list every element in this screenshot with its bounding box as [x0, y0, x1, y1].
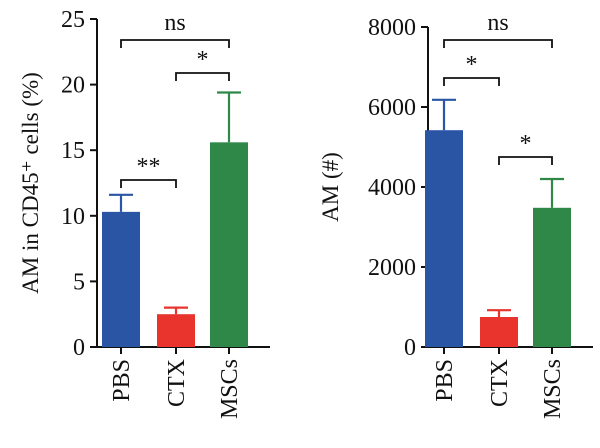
- bar-pbs: [102, 211, 140, 347]
- x-tick-label: CTX: [487, 359, 513, 407]
- y-tick-label: 10: [61, 204, 85, 230]
- significance-label: *: [466, 52, 478, 78]
- x-tick-label: PBS: [109, 359, 135, 402]
- bar-mscs: [533, 207, 571, 347]
- bar-pbs: [425, 130, 463, 347]
- x-tick-label: PBS: [432, 359, 458, 402]
- y-tick-label: 20: [61, 73, 85, 99]
- significance-label: **: [137, 154, 161, 180]
- significance-bracket: [443, 77, 500, 86]
- significance-label: ns: [164, 10, 185, 36]
- bar-ctx: [480, 317, 518, 347]
- y-tick-label: 6000: [368, 95, 416, 121]
- significance-label: *: [197, 47, 209, 73]
- x-tick-label: MSCs: [217, 359, 243, 419]
- chart-panel-right: 0 2000 4000 6000 8000 AM (#) PBS CTX MSCs * * ns: [318, 10, 593, 419]
- significance-bracket: [175, 72, 230, 81]
- significance-bracket: [498, 156, 553, 165]
- significance-label: ns: [487, 10, 508, 36]
- y-tick-label: 2000: [368, 255, 416, 281]
- y-tick-label: 8000: [368, 15, 416, 41]
- y-tick-label: 15: [61, 138, 85, 164]
- y-axis-label: AM (#): [318, 152, 343, 222]
- y-tick-label: 0: [404, 335, 416, 361]
- y-tick-label: 0: [73, 335, 85, 361]
- y-tick-label: 5: [73, 269, 85, 295]
- x-tick-label: MSCs: [540, 359, 566, 419]
- significance-bracket: [120, 39, 230, 48]
- significance-label: *: [520, 131, 532, 157]
- chart-panel-left: 0 5 10 15 20 25 AM in CD45⁺ cells (%) PBS CTX MSC…: [18, 7, 270, 419]
- y-tick-label: 4000: [368, 175, 416, 201]
- x-tick-label: CTX: [164, 359, 190, 407]
- y-axis-label: AM in CD45⁺ cells (%): [18, 72, 43, 294]
- bar-ctx: [157, 314, 195, 347]
- y-tick-label: 25: [61, 7, 85, 33]
- significance-bracket: [443, 39, 553, 48]
- significance-bracket: [120, 179, 177, 188]
- bar-mscs: [210, 142, 248, 347]
